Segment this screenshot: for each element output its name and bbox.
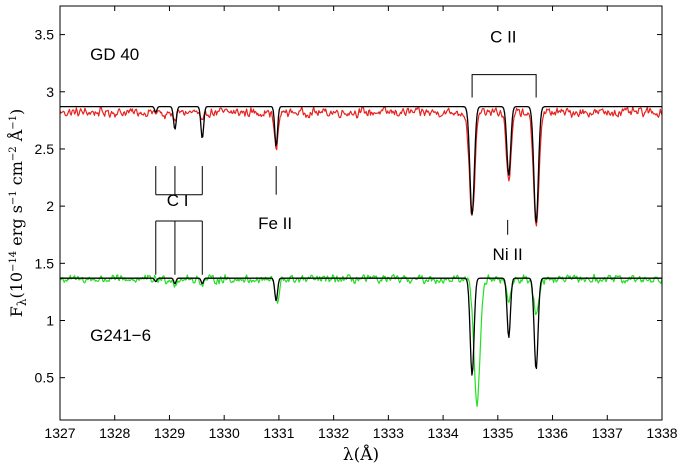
x-tick-label: 1336: [537, 425, 568, 441]
plot-background: [60, 6, 662, 420]
y-tick-label: 0.5: [35, 370, 55, 386]
y-label-cm: cm: [7, 161, 26, 190]
y-axis-label: Fλ(10−14 erg s−1 cm−2 Å−1): [6, 109, 29, 318]
y-tick-label: 1: [46, 313, 54, 329]
y-label-exp1: −14: [8, 251, 19, 272]
y-label-exp4: −1: [8, 115, 19, 130]
x-tick-label: 1337: [592, 425, 623, 441]
x-tick-label: 1334: [428, 425, 459, 441]
tick-layer: 1327 1328 1329 1330 1331 1332 1333 1334 1335 1336…: [35, 6, 678, 441]
x-axis-label: λ(Å): [343, 444, 379, 465]
label-g241: G241−6: [90, 326, 151, 345]
y-label-exp2: −1: [8, 190, 19, 205]
x-tick-label: 1328: [99, 425, 130, 441]
plot-frame: [59, 5, 663, 421]
label-c-ii: C II: [490, 28, 516, 47]
c-i-upper-comb: [155, 166, 203, 196]
label-ni-ii: Ni II: [493, 245, 523, 264]
label-gd40: GD 40: [90, 45, 139, 64]
y-label-ang: Å: [6, 129, 26, 146]
series-g241-6-model: [60, 277, 662, 376]
x-tick-label: 1335: [482, 425, 513, 441]
x-tick-label: 1333: [373, 425, 404, 441]
c-ii-bracket: [471, 74, 537, 98]
y-label-f: F: [7, 306, 26, 317]
x-tick-label: 1332: [318, 425, 349, 441]
series-gd-40-model: [60, 105, 662, 223]
y-tick-label: 1.5: [35, 255, 55, 271]
x-tick-label: 1329: [154, 425, 185, 441]
series-layer: [59, 105, 663, 408]
y-label-open: (10: [7, 272, 26, 299]
x-tick-label: 1327: [44, 425, 75, 441]
x-tick-label: 1338: [646, 425, 677, 441]
marker-layer: [155, 74, 537, 275]
label-c-i: C I: [167, 191, 189, 210]
y-label-exp3: −2: [8, 146, 19, 161]
y-tick-label: 3: [46, 84, 54, 100]
y-tick-label: 2: [46, 198, 54, 214]
y-tick-label: 3.5: [35, 27, 55, 43]
series-gd-40-observed: [59, 106, 663, 227]
y-label-lambda: λ: [15, 298, 29, 306]
x-tick-label: 1331: [263, 425, 294, 441]
y-tick-label: 2.5: [35, 141, 55, 157]
label-fe-ii: Fe II: [258, 214, 292, 233]
c-i-lower-comb: [155, 220, 203, 275]
x-tick-label: 1330: [209, 425, 240, 441]
y-label-erg: erg s: [7, 205, 26, 251]
y-label-close: ): [7, 109, 26, 115]
